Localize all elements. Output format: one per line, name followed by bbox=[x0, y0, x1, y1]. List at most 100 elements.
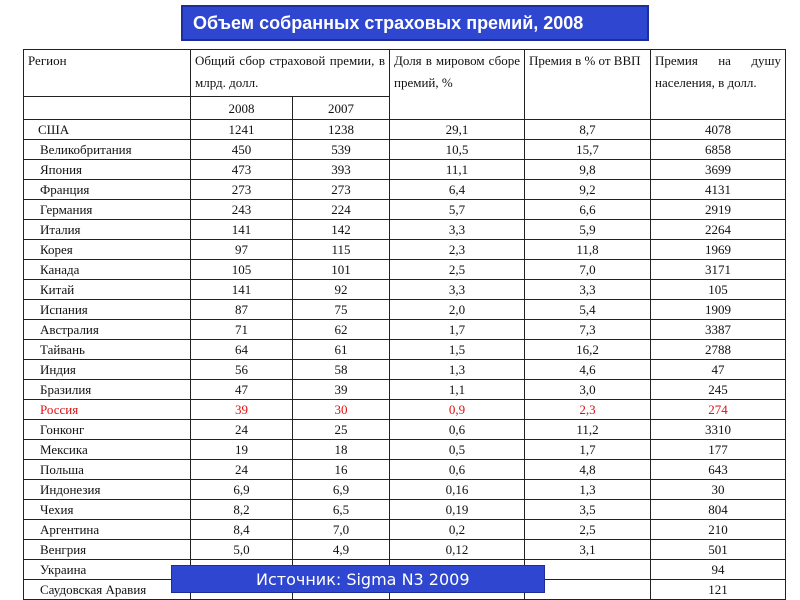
premium-2007-cell: 101 bbox=[292, 259, 390, 280]
gdp-cell: 8,7 bbox=[524, 119, 651, 140]
premium-2008-cell: 141 bbox=[190, 279, 293, 300]
table-row: США 1241 1238 29,1 8,7 4078 bbox=[23, 119, 786, 140]
share-cell: 0,16 bbox=[389, 479, 525, 500]
premium-2008-cell: 39 bbox=[190, 399, 293, 420]
premium-2008-cell: 141 bbox=[190, 219, 293, 240]
premium-2007-cell: 7,0 bbox=[292, 519, 390, 540]
region-cell: Чехия bbox=[23, 499, 191, 520]
gdp-cell: 11,8 bbox=[524, 239, 651, 260]
premium-2007-cell: 39 bbox=[292, 379, 390, 400]
gdp-cell: 1,7 bbox=[524, 439, 651, 460]
premium-2007-cell: 30 bbox=[292, 399, 390, 420]
table-row: Аргентина 8,4 7,0 0,2 2,5 210 bbox=[23, 519, 786, 540]
table-row: Индонезия 6,9 6,9 0,16 1,3 30 bbox=[23, 479, 786, 500]
region-cell: Китай bbox=[23, 279, 191, 300]
premium-2008-cell: 97 bbox=[190, 239, 293, 260]
per-capita-cell: 1909 bbox=[650, 299, 786, 320]
share-cell: 2,0 bbox=[389, 299, 525, 320]
share-cell: 0,12 bbox=[389, 539, 525, 560]
region-cell: США bbox=[23, 119, 191, 140]
gdp-cell: 7,0 bbox=[524, 259, 651, 280]
slide-title: Объем собранных страховых премий, 2008 bbox=[181, 5, 649, 41]
region-cell: Италия bbox=[23, 219, 191, 240]
gdp-cell: 9,2 bbox=[524, 179, 651, 200]
per-capita-cell: 274 bbox=[650, 399, 786, 420]
gdp-cell: 3,3 bbox=[524, 279, 651, 300]
premium-2007-cell: 393 bbox=[292, 159, 390, 180]
share-cell: 10,5 bbox=[389, 139, 525, 160]
share-cell: 0,6 bbox=[389, 459, 525, 480]
table-row: Австралия 71 62 1,7 7,3 3387 bbox=[23, 319, 786, 340]
table-row: Япония 473 393 11,1 9,8 3699 bbox=[23, 159, 786, 180]
share-cell: 2,3 bbox=[389, 239, 525, 260]
premium-2008-cell: 47 bbox=[190, 379, 293, 400]
premium-2007-cell: 58 bbox=[292, 359, 390, 380]
per-capita-cell: 2788 bbox=[650, 339, 786, 360]
premium-2007-cell: 6,5 bbox=[292, 499, 390, 520]
premium-2007-cell: 92 bbox=[292, 279, 390, 300]
share-cell: 2,5 bbox=[389, 259, 525, 280]
per-capita-cell: 643 bbox=[650, 459, 786, 480]
header-share: Доля в мировом сборе премий, % bbox=[389, 49, 525, 120]
header-per-capita: Премия на душу населения, в долл. bbox=[650, 49, 786, 120]
premium-2008-cell: 8,2 bbox=[190, 499, 293, 520]
premium-2007-cell: 6,9 bbox=[292, 479, 390, 500]
region-cell: Великобритания bbox=[23, 139, 191, 160]
header-year-2008: 2008 bbox=[190, 96, 293, 120]
per-capita-cell: 121 bbox=[650, 579, 786, 600]
per-capita-cell: 6858 bbox=[650, 139, 786, 160]
header-premiums: Общий сбор страховой премии, в млрд. дол… bbox=[190, 49, 390, 97]
premium-2007-cell: 4,9 bbox=[292, 539, 390, 560]
premium-2008-cell: 243 bbox=[190, 199, 293, 220]
premium-2008-cell: 6,9 bbox=[190, 479, 293, 500]
region-cell: Бразилия bbox=[23, 379, 191, 400]
table-row: Чехия 8,2 6,5 0,19 3,5 804 bbox=[23, 499, 786, 520]
premium-2008-cell: 87 bbox=[190, 299, 293, 320]
per-capita-cell: 245 bbox=[650, 379, 786, 400]
premium-2008-cell: 24 bbox=[190, 459, 293, 480]
per-capita-cell: 105 bbox=[650, 279, 786, 300]
gdp-cell: 4,6 bbox=[524, 359, 651, 380]
per-capita-cell: 501 bbox=[650, 539, 786, 560]
share-cell: 11,1 bbox=[389, 159, 525, 180]
table-row: Германия 243 224 5,7 6,6 2919 bbox=[23, 199, 786, 220]
region-cell: Аргентина bbox=[23, 519, 191, 540]
per-capita-cell: 3387 bbox=[650, 319, 786, 340]
table-row: Мексика 19 18 0,5 1,7 177 bbox=[23, 439, 786, 460]
table-row: Венгрия 5,0 4,9 0,12 3,1 501 bbox=[23, 539, 786, 560]
gdp-cell: 2,5 bbox=[524, 519, 651, 540]
per-capita-cell: 2264 bbox=[650, 219, 786, 240]
region-cell: Венгрия bbox=[23, 539, 191, 560]
premium-2008-cell: 71 bbox=[190, 319, 293, 340]
per-capita-cell: 210 bbox=[650, 519, 786, 540]
table-row: Корея 97 115 2,3 11,8 1969 bbox=[23, 239, 786, 260]
per-capita-cell: 94 bbox=[650, 559, 786, 580]
share-cell: 0,5 bbox=[389, 439, 525, 460]
premium-2008-cell: 19 bbox=[190, 439, 293, 460]
premium-2008-cell: 105 bbox=[190, 259, 293, 280]
per-capita-cell: 3310 bbox=[650, 419, 786, 440]
region-cell: Испания bbox=[23, 299, 191, 320]
table-row: Испания 87 75 2,0 5,4 1909 bbox=[23, 299, 786, 320]
table-row: Китай 141 92 3,3 3,3 105 bbox=[23, 279, 786, 300]
gdp-cell: 3,5 bbox=[524, 499, 651, 520]
premium-2007-cell: 115 bbox=[292, 239, 390, 260]
region-cell: Канада bbox=[23, 259, 191, 280]
share-cell: 0,19 bbox=[389, 499, 525, 520]
table-row: Бразилия 47 39 1,1 3,0 245 bbox=[23, 379, 786, 400]
region-cell: Индонезия bbox=[23, 479, 191, 500]
gdp-cell: 11,2 bbox=[524, 419, 651, 440]
share-cell: 3,3 bbox=[389, 219, 525, 240]
table-row: Франция 273 273 6,4 9,2 4131 bbox=[23, 179, 786, 200]
gdp-cell: 5,9 bbox=[524, 219, 651, 240]
premium-2007-cell: 18 bbox=[292, 439, 390, 460]
region-cell: Мексика bbox=[23, 439, 191, 460]
premium-2008-cell: 56 bbox=[190, 359, 293, 380]
region-cell: Польша bbox=[23, 459, 191, 480]
table-row: Гонконг 24 25 0,6 11,2 3310 bbox=[23, 419, 786, 440]
gdp-cell: 3,1 bbox=[524, 539, 651, 560]
source-label: Источник: Sigma N3 2009 bbox=[171, 565, 545, 593]
insurance-premiums-table: Регион Общий сбор страховой премии, в мл… bbox=[23, 49, 786, 600]
premium-2008-cell: 64 bbox=[190, 339, 293, 360]
table-row: Великобритания 450 539 10,5 15,7 6858 bbox=[23, 139, 786, 160]
